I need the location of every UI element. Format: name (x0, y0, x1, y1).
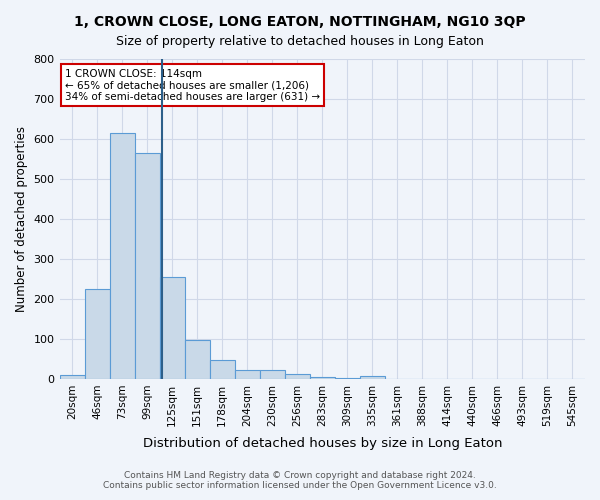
Bar (85, 289, 110, 379)
Bar (134, 153, 160, 379)
Bar (285, 374, 310, 379)
Bar (59, 375, 85, 379)
Text: 1, CROWN CLOSE, LONG EATON, NOTTINGHAM, NG10 3QP: 1, CROWN CLOSE, LONG EATON, NOTTINGHAM, … (74, 15, 526, 29)
Bar (110, 133, 134, 379)
X-axis label: Distribution of detached houses by size in Long Eaton: Distribution of detached houses by size … (143, 437, 502, 450)
Bar (310, 377, 335, 379)
Bar (335, 378, 360, 379)
Bar (260, 370, 285, 379)
Bar (360, 376, 385, 379)
Text: Contains HM Land Registry data © Crown copyright and database right 2024.
Contai: Contains HM Land Registry data © Crown c… (103, 470, 497, 490)
Bar (209, 360, 235, 379)
Text: Size of property relative to detached houses in Long Eaton: Size of property relative to detached ho… (116, 35, 484, 48)
Bar (160, 277, 185, 379)
Y-axis label: Number of detached properties: Number of detached properties (15, 126, 28, 312)
Text: 1 CROWN CLOSE: 114sqm
← 65% of detached houses are smaller (1,206)
34% of semi-d: 1 CROWN CLOSE: 114sqm ← 65% of detached … (65, 68, 320, 102)
Bar (235, 370, 260, 379)
Bar (185, 340, 209, 379)
